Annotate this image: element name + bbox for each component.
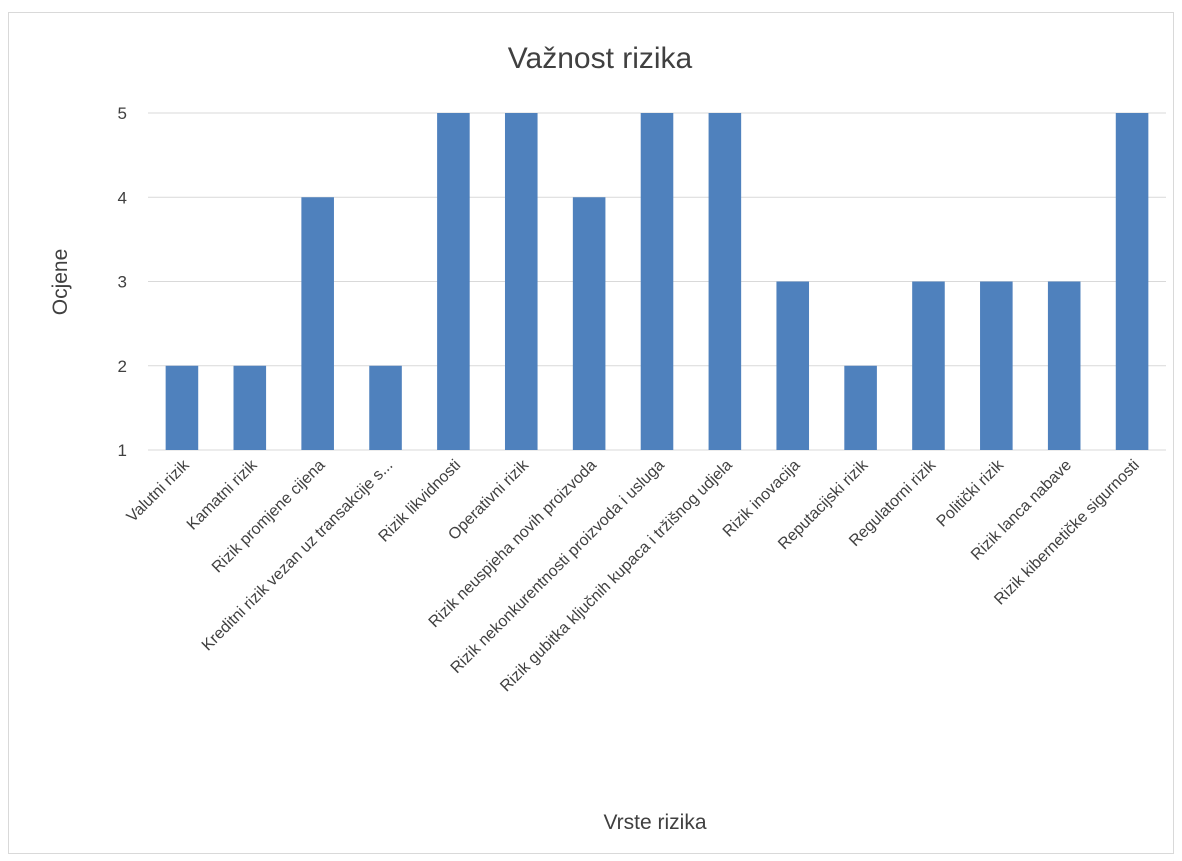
bar (708, 113, 742, 450)
y-tick-label: 5 (118, 104, 127, 123)
bar (640, 113, 674, 450)
x-category-label: Rizik promjene cijena (209, 457, 329, 577)
x-category-label: Rizik kibernetičke sigurnosti (991, 457, 1143, 609)
y-tick-label: 2 (118, 357, 127, 376)
x-category-label: Kamatni rizik (184, 456, 261, 533)
bar (437, 113, 470, 450)
y-axis-ticks: 1 2 3 4 5 (118, 104, 127, 460)
bar (233, 365, 267, 450)
bars (165, 113, 1149, 450)
x-category-label: Rizik gubitka ključnih kupaca i tržišnog… (497, 457, 735, 695)
bar (1047, 281, 1081, 450)
bar (844, 365, 877, 450)
bar (165, 365, 199, 450)
bar (504, 113, 538, 450)
bar (369, 365, 402, 450)
x-category-label: Valutni rizik (124, 456, 194, 526)
bar (912, 281, 945, 450)
y-axis-title: Ocjene (49, 249, 72, 316)
bar (301, 197, 334, 450)
y-tick-label: 4 (118, 188, 127, 207)
x-axis-title: Vrste rizika (603, 811, 706, 834)
y-tick-label: 1 (118, 441, 127, 460)
bar (572, 197, 606, 450)
y-tick-label: 3 (118, 273, 127, 292)
x-category-label: Politički rizik (934, 456, 1008, 530)
bar (776, 281, 810, 450)
chart-title: Važnost rizika (508, 42, 693, 75)
bar (1115, 113, 1149, 450)
bar (980, 281, 1013, 450)
